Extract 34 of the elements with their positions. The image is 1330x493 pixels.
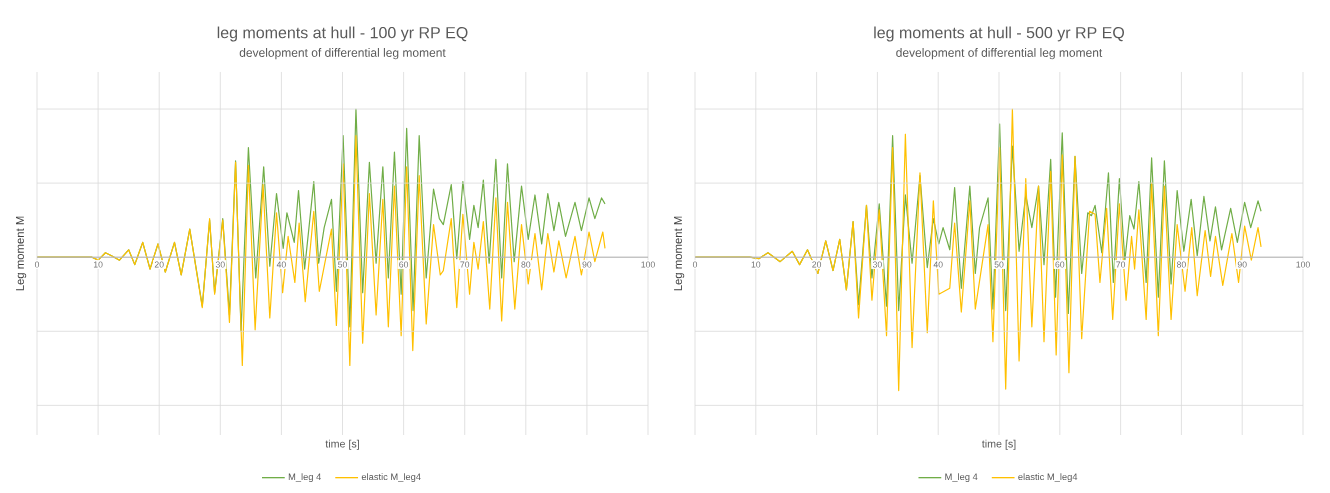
x-tick-label: 60	[1055, 261, 1065, 268]
x-tick-label: 30	[872, 261, 882, 268]
x-tick-label: 0	[34, 261, 40, 268]
x-tick-label: 70	[1116, 261, 1126, 268]
x-tick-label: 20	[812, 261, 822, 268]
x-tick-label: 80	[521, 261, 531, 268]
x-tick-label: 80	[1176, 261, 1186, 268]
x-tick-label: 60	[399, 261, 409, 268]
x-tick-label: 70	[460, 261, 470, 268]
legend-label: M_leg 4	[945, 473, 978, 482]
legend-label: elastic M_leg4	[361, 473, 421, 482]
legend-label: elastic M_leg4	[1018, 473, 1078, 482]
chart-title: leg moments at hull - 100 yr RP EQ	[217, 26, 468, 42]
x-tick-label: 30	[215, 261, 225, 268]
x-axis-title: time [s]	[981, 439, 1016, 450]
chart-title: leg moments at hull - 500 yr RP EQ	[874, 26, 1125, 42]
x-tick-label: 50	[994, 261, 1004, 268]
x-tick-label: 20	[154, 261, 164, 268]
x-tick-label: 10	[751, 261, 761, 268]
x-tick-label: 40	[276, 261, 286, 268]
x-tick-label: 10	[93, 261, 103, 268]
x-tick-label: 100	[641, 261, 655, 268]
y-axis-title: Leg moment M	[16, 216, 27, 291]
legend-label: M_leg 4	[288, 473, 321, 482]
chart-subtitle: development of differential leg moment	[239, 48, 446, 60]
x-tick-label: 90	[582, 261, 592, 268]
x-tick-label: 40	[933, 261, 943, 268]
y-axis-title: Leg moment M	[674, 216, 685, 291]
x-tick-label: 100	[1296, 261, 1310, 268]
x-tick-label: 0	[692, 261, 698, 268]
x-tick-label: 50	[338, 261, 347, 268]
x-tick-label: 90	[1237, 261, 1247, 268]
chart-subtitle: development of differential leg moment	[896, 48, 1103, 60]
x-axis-title: time [s]	[325, 439, 359, 450]
